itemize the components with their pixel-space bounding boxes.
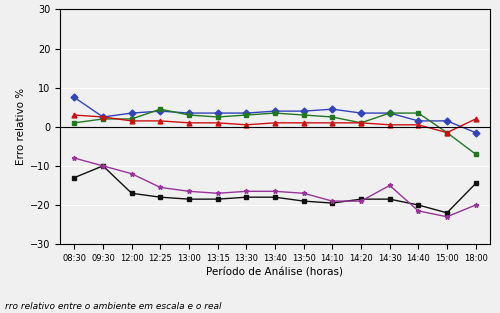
Porta — [444, 215, 450, 218]
Par. Direita — [244, 113, 250, 117]
Par. Esq — [300, 109, 306, 113]
Par. Esq — [386, 111, 392, 115]
Par. Esq — [272, 109, 278, 113]
Porta — [416, 209, 422, 213]
X-axis label: Período de Análise (horas): Período de Análise (horas) — [206, 267, 344, 277]
Par. Direita — [330, 115, 336, 119]
Centro — [444, 211, 450, 215]
Porta — [472, 203, 478, 207]
Par. Esq — [100, 115, 106, 119]
Par. Direita — [128, 117, 134, 121]
Janela — [358, 121, 364, 125]
Centro — [300, 199, 306, 203]
Par. Esq — [72, 95, 78, 99]
Y-axis label: Erro relativo %: Erro relativo % — [16, 88, 26, 165]
Janela — [186, 121, 192, 125]
Centro — [186, 197, 192, 201]
Centro — [330, 201, 336, 205]
Par. Direita — [72, 121, 78, 125]
Porta — [244, 189, 250, 193]
Par. Direita — [300, 113, 306, 117]
Centro — [472, 182, 478, 185]
Par. Esq — [244, 111, 250, 115]
Par. Direita — [444, 131, 450, 135]
Line: Porta: Porta — [72, 156, 478, 219]
Par. Esq — [214, 111, 220, 115]
Line: Par. Esq: Par. Esq — [72, 95, 478, 135]
Par. Esq — [128, 111, 134, 115]
Janela — [100, 115, 106, 119]
Par. Esq — [444, 119, 450, 123]
Janela — [72, 113, 78, 117]
Par. Direita — [358, 121, 364, 125]
Centro — [128, 191, 134, 195]
Porta — [128, 172, 134, 176]
Janela — [444, 131, 450, 135]
Par. Direita — [272, 111, 278, 115]
Par. Direita — [100, 117, 106, 121]
Line: Par. Direita: Par. Direita — [72, 107, 478, 156]
Centro — [158, 195, 164, 199]
Centro — [416, 203, 422, 207]
Janela — [416, 123, 422, 127]
Par. Direita — [214, 115, 220, 119]
Janela — [386, 123, 392, 127]
Centro — [272, 195, 278, 199]
Porta — [272, 189, 278, 193]
Porta — [186, 189, 192, 193]
Par. Direita — [158, 107, 164, 111]
Centro — [386, 197, 392, 201]
Porta — [386, 183, 392, 187]
Janela — [128, 119, 134, 123]
Porta — [158, 186, 164, 189]
Janela — [244, 123, 250, 127]
Par. Direita — [472, 152, 478, 156]
Centro — [358, 197, 364, 201]
Porta — [300, 191, 306, 195]
Centro — [72, 176, 78, 180]
Porta — [72, 156, 78, 160]
Porta — [358, 199, 364, 203]
Par. Direita — [186, 113, 192, 117]
Par. Direita — [416, 111, 422, 115]
Janela — [272, 121, 278, 125]
Porta — [100, 164, 106, 168]
Porta — [214, 191, 220, 195]
Janela — [300, 121, 306, 125]
Par. Direita — [386, 111, 392, 115]
Par. Esq — [158, 109, 164, 113]
Par. Esq — [186, 111, 192, 115]
Janela — [214, 121, 220, 125]
Centro — [244, 195, 250, 199]
Line: Centro: Centro — [72, 163, 478, 215]
Par. Esq — [358, 111, 364, 115]
Par. Esq — [416, 119, 422, 123]
Par. Esq — [472, 131, 478, 135]
Janela — [158, 119, 164, 123]
Centro — [100, 164, 106, 168]
Text: rro relativo entre o ambiente em escala e o real: rro relativo entre o ambiente em escala … — [5, 302, 222, 311]
Janela — [472, 117, 478, 121]
Line: Janela: Janela — [72, 113, 478, 135]
Centro — [214, 197, 220, 201]
Janela — [330, 121, 336, 125]
Porta — [330, 199, 336, 203]
Par. Esq — [330, 107, 336, 111]
